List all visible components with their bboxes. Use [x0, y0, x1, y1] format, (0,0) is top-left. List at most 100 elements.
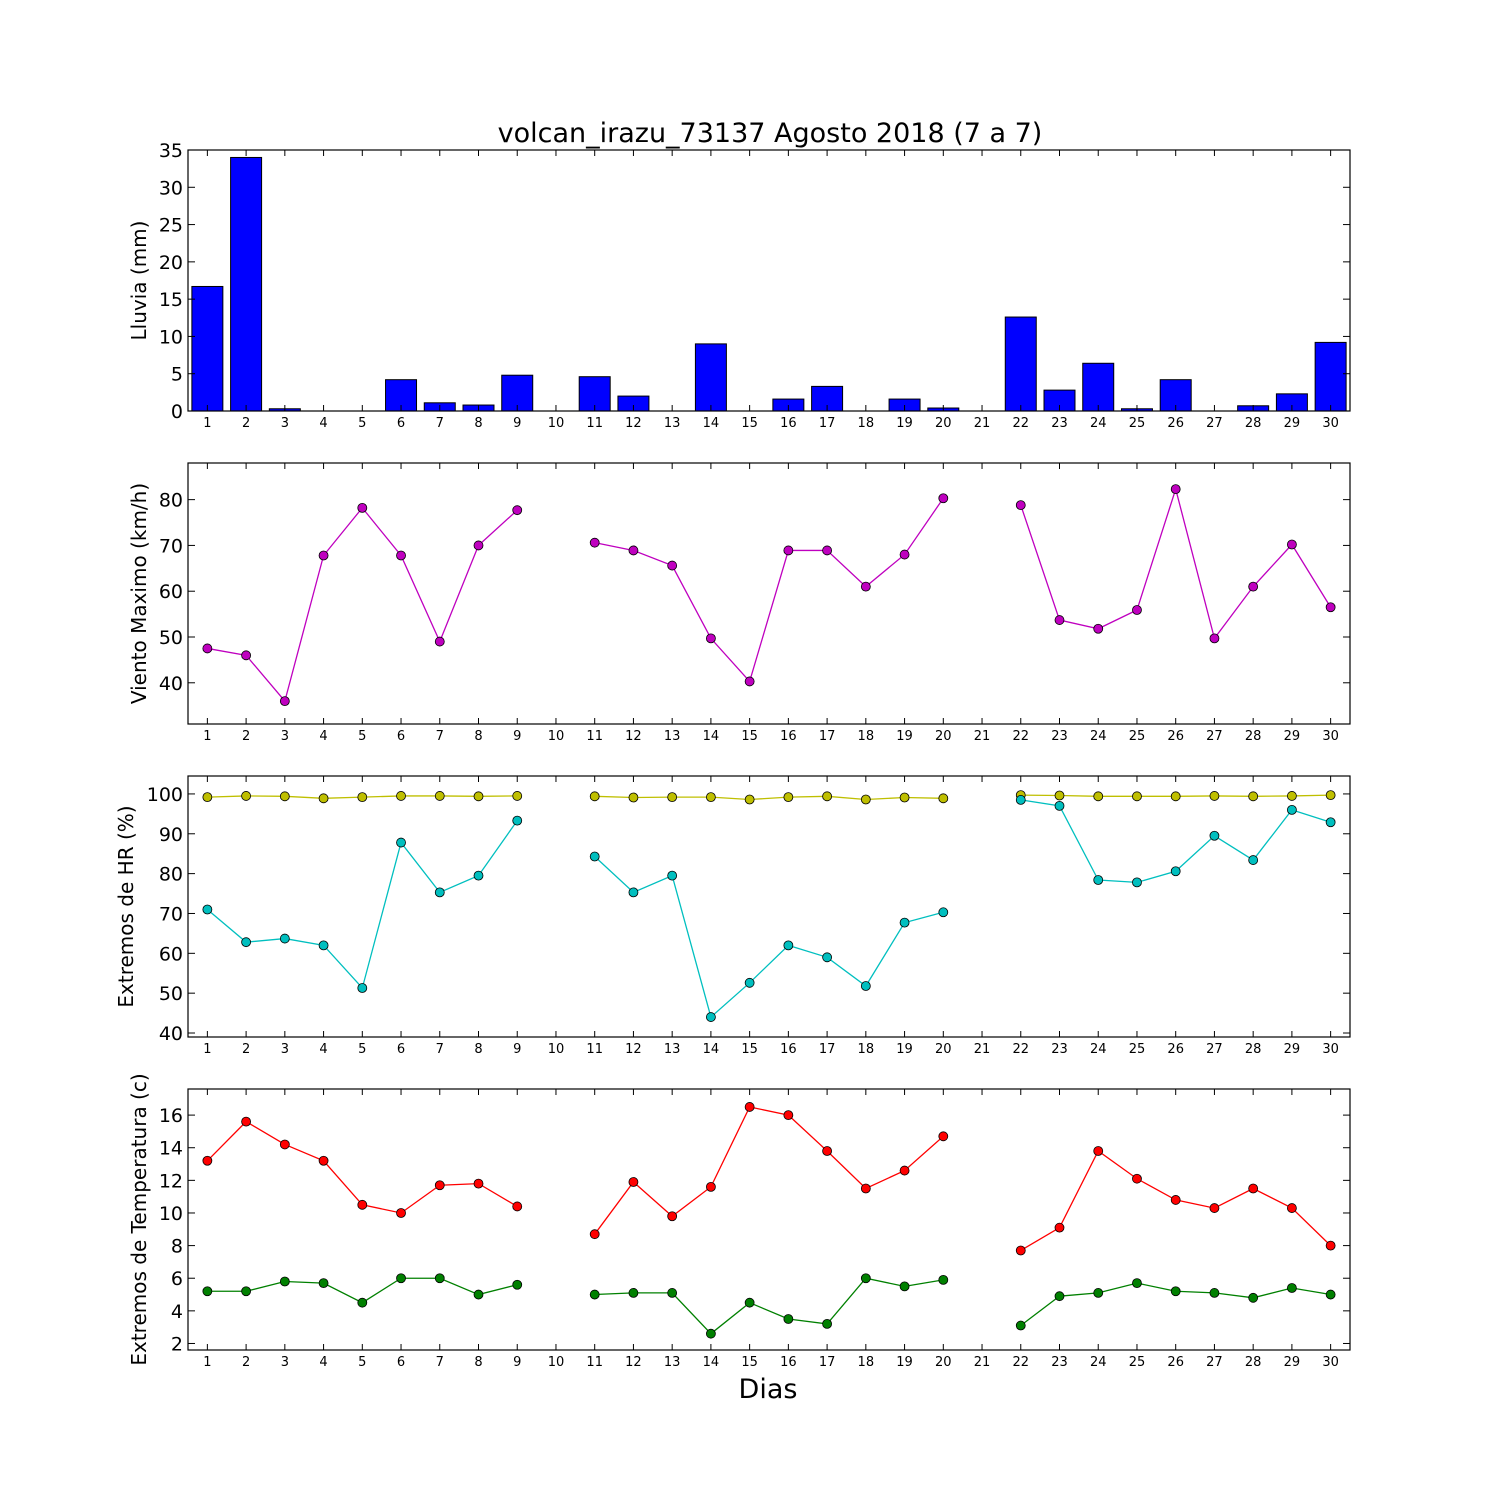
x-tick-label: 16: [780, 416, 797, 431]
data-point: [1209, 633, 1220, 644]
x-tick-label: 11: [586, 1042, 603, 1057]
y-tick-label: 30: [159, 177, 183, 199]
x-tick-label: 27: [1206, 729, 1223, 744]
data-point: [860, 981, 871, 991]
data-point: [473, 540, 484, 551]
data-point: [628, 545, 639, 556]
data-point: [938, 907, 949, 918]
data-point: [628, 792, 639, 803]
y-tick-label: 16: [159, 1105, 183, 1127]
data-point: [473, 1178, 484, 1189]
x-tick-label: 2: [242, 416, 250, 431]
data-point: [822, 952, 832, 963]
data-point: [899, 1165, 910, 1176]
x-tick-label: 24: [1090, 1355, 1107, 1370]
x-tick-label: 15: [741, 416, 758, 431]
data-point: [1054, 800, 1065, 811]
data-point: [279, 933, 290, 944]
x-tick-label: 1: [203, 416, 211, 431]
y-tick-label: 70: [159, 535, 183, 557]
x-tick-label: 14: [703, 1042, 720, 1057]
series-line: [594, 497, 944, 683]
x-tick-label: 14: [703, 729, 720, 744]
data-point: [1132, 877, 1142, 888]
x-tick-label: 5: [358, 1042, 366, 1057]
data-point: [860, 581, 871, 592]
data-point: [938, 1274, 949, 1285]
panels: 1 2 3 4 5 6 7 8 9 10 11 12 13 14 15 16 17 18 19 20 21 22 23 24 2…: [114, 140, 1351, 1370]
x-tick-label: 10: [548, 729, 565, 744]
data-point: [473, 870, 484, 881]
x-tick-label: 13: [664, 729, 681, 744]
x-tick-label: 10: [548, 1042, 565, 1057]
x-tick-label: 8: [474, 1355, 482, 1370]
data-point: [396, 791, 406, 801]
data-point: [1248, 1183, 1259, 1194]
data-point: [396, 1273, 406, 1284]
data-point: [202, 1286, 213, 1297]
series-0: [202, 484, 1336, 707]
x-tick-label: 20: [935, 1355, 952, 1370]
x-tick-label: 5: [358, 416, 366, 431]
x-tick-label: 4: [319, 729, 327, 744]
x-tick-label: 4: [319, 1355, 327, 1370]
x-tick-label: 1: [203, 1355, 211, 1370]
data-point: [1093, 1146, 1104, 1156]
y-axis-label: Lluvia (mm): [127, 221, 151, 341]
data-point: [396, 1208, 406, 1218]
data-point: [434, 791, 445, 801]
x-tick-label: 28: [1245, 416, 1262, 431]
data-point: [1054, 1222, 1065, 1233]
x-tick-label: 3: [281, 1355, 289, 1370]
x-tick-label: 12: [625, 1042, 642, 1057]
x-tick-label: 9: [513, 729, 521, 744]
data-point: [202, 1155, 213, 1166]
data-point: [357, 983, 368, 993]
x-tick-label: 26: [1167, 1042, 1184, 1057]
data-point: [279, 1139, 290, 1150]
data-point: [589, 791, 600, 802]
data-point: [589, 1229, 600, 1240]
bar: [230, 156, 263, 412]
x-tick-label: 18: [858, 729, 875, 744]
y-tick-label: 4: [171, 1301, 183, 1323]
x-tick-label: 2: [242, 1042, 250, 1057]
x-tick-label: 23: [1051, 416, 1068, 431]
data-point: [1287, 539, 1297, 550]
x-tick-label: 16: [780, 1042, 797, 1057]
y-axis-label: Extremos de Temperatura (c): [127, 1073, 151, 1365]
x-tick-label: 12: [625, 1355, 642, 1370]
data-point: [241, 791, 252, 801]
data-point: [1287, 1203, 1297, 1213]
data-point: [938, 1131, 949, 1142]
wind-panel: 1 2 3 4 5 6 7 8 9 10 11 12 13 14 15 16 17 18 19 20 21 22 23 24 2…: [127, 462, 1351, 744]
data-point: [589, 537, 600, 548]
y-tick-label: 60: [159, 581, 183, 603]
x-tick-label: 15: [741, 1355, 758, 1370]
data-point: [434, 1180, 445, 1191]
x-tick-label: 8: [474, 1042, 482, 1057]
data-point: [938, 493, 949, 504]
x-tick-label: 6: [397, 1042, 405, 1057]
data-point: [706, 1012, 716, 1022]
data-point: [667, 792, 678, 803]
series-line: [594, 1106, 944, 1235]
x-tick-label: 13: [664, 1042, 681, 1057]
data-point: [279, 791, 290, 802]
x-tick-label: 13: [664, 1355, 681, 1370]
y-tick-label: 80: [159, 864, 183, 886]
x-tick-label: 22: [1012, 1355, 1029, 1370]
data-point: [279, 696, 290, 707]
bar: [1004, 316, 1037, 412]
data-point: [860, 1183, 871, 1194]
x-tick-label: 5: [358, 729, 366, 744]
data-point: [1015, 795, 1026, 805]
data-point: [1093, 623, 1104, 634]
x-tick-label: 9: [513, 416, 521, 431]
x-tick-label: 27: [1206, 1042, 1223, 1057]
x-tick-label: 19: [896, 729, 913, 744]
data-point: [1209, 830, 1220, 841]
data-point: [241, 937, 252, 948]
x-tick-label: 6: [397, 416, 405, 431]
data-point: [938, 793, 949, 804]
